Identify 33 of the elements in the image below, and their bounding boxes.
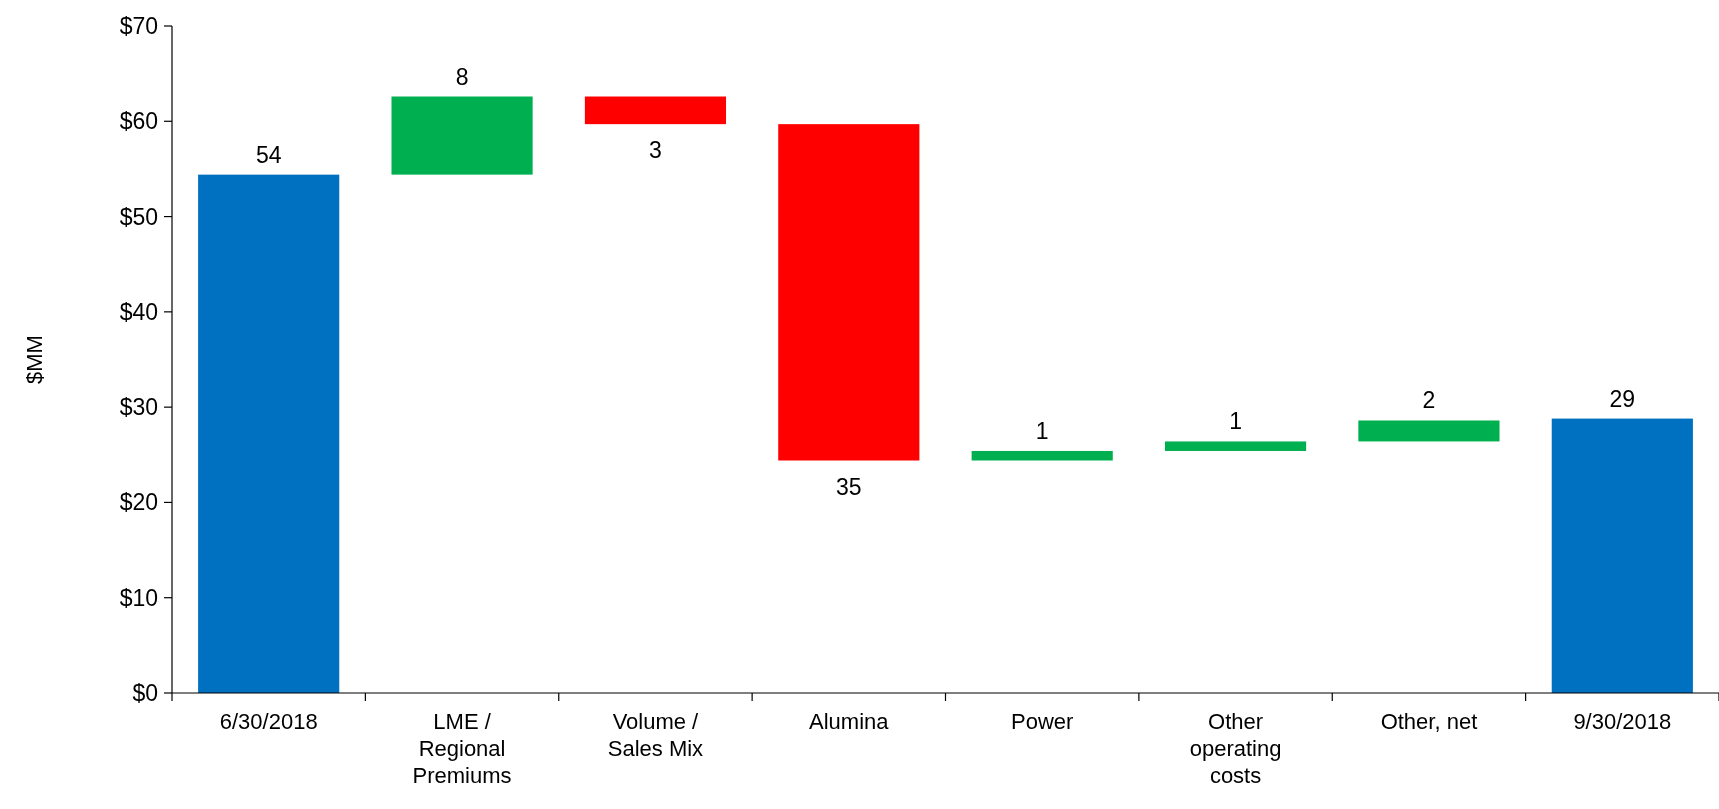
y-tick-label: $70 — [119, 13, 158, 39]
x-tick-label: LME / Regional Premiums — [412, 709, 512, 788]
x-tick-label: Other, net — [1380, 709, 1478, 734]
bar — [584, 96, 727, 125]
data-label: 54 — [255, 141, 282, 168]
y-tick-label: $20 — [119, 489, 158, 516]
x-tick-label: Alumina — [809, 709, 890, 734]
bar — [1551, 418, 1693, 693]
x-tick-label: Other operating costs — [1189, 709, 1282, 788]
data-label: 8 — [455, 63, 469, 90]
y-axis-title: $MM — [22, 335, 47, 384]
data-label: 2 — [1422, 387, 1436, 414]
x-tick-label: 6/30/2018 — [219, 709, 318, 734]
bar — [1358, 420, 1500, 442]
data-label: 1 — [1229, 408, 1242, 435]
y-tick-label: $0 — [132, 680, 158, 706]
bar — [1164, 441, 1307, 451]
x-tick-label: 9/30/2018 — [1573, 709, 1672, 734]
data-label: 3 — [649, 137, 662, 164]
y-tick-label: $50 — [119, 203, 158, 230]
y-tick-label: $10 — [119, 584, 158, 611]
bar — [391, 96, 533, 175]
bar — [971, 450, 1113, 461]
bar — [778, 124, 920, 461]
data-label: 35 — [836, 473, 862, 500]
x-tick-label: Power — [1011, 709, 1074, 734]
y-tick-label: $30 — [119, 394, 158, 421]
x-tick-label: Volume / Sales Mix — [607, 709, 704, 761]
bar — [198, 174, 340, 693]
data-label: 1 — [1035, 417, 1049, 444]
y-tick-label: $60 — [119, 108, 158, 135]
y-tick-label: $40 — [119, 298, 158, 325]
data-label: 29 — [1609, 385, 1636, 412]
